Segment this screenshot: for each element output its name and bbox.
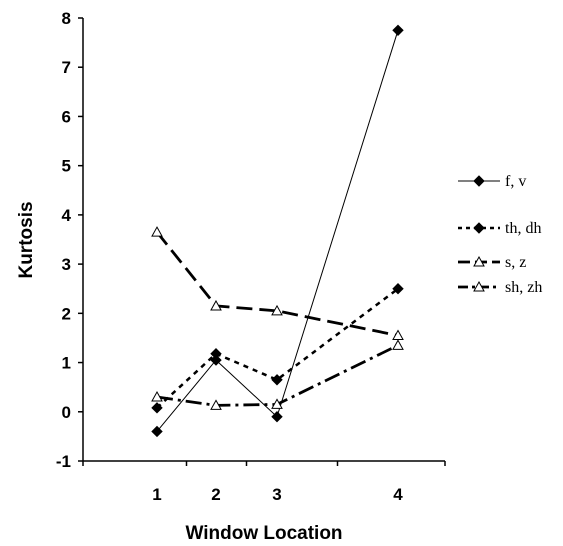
legend-label: s, z — [505, 254, 526, 271]
data-point-diamond — [271, 374, 283, 386]
legend-item: f, v — [458, 173, 526, 190]
x-axis-title: Window Location — [185, 523, 342, 544]
series-line — [156, 287, 399, 409]
x-tick-label: 2 — [211, 485, 220, 504]
data-point-diamond — [271, 410, 283, 423]
data-point-triangle — [271, 304, 283, 316]
x-tick-label: 1 — [152, 485, 161, 504]
series-3 — [151, 339, 404, 410]
y-tick-label: 3 — [62, 255, 71, 274]
data-point-triangle — [271, 398, 283, 409]
data-point-diamond — [473, 175, 485, 187]
data-point-triangle — [392, 329, 404, 340]
y-tick-label: -1 — [56, 452, 71, 471]
y-tick-label: 1 — [62, 354, 71, 373]
y-axis-title: Kurtosis — [16, 201, 37, 278]
data-point-diamond — [473, 222, 485, 234]
data-point-diamond — [392, 24, 404, 37]
series-1 — [151, 283, 404, 414]
y-tick-label: 8 — [62, 9, 71, 28]
x-tick-label: 4 — [393, 485, 403, 504]
legend-label: f, v — [505, 173, 526, 190]
data-point-triangle — [151, 226, 163, 237]
y-tick-label: 4 — [62, 206, 72, 225]
data-point-triangle — [473, 280, 485, 292]
data-point-diamond — [210, 347, 222, 360]
legend-label: th, dh — [505, 220, 541, 237]
legend-item: s, z — [458, 254, 526, 271]
series-0 — [151, 24, 404, 438]
data-point-triangle — [473, 255, 485, 267]
x-tick-label: 3 — [272, 485, 281, 504]
y-tick-label: 5 — [62, 157, 71, 176]
data-point-triangle — [210, 399, 222, 410]
x-axis: 1 2 3 4 — [82, 460, 446, 504]
y-tick-label: 6 — [62, 107, 71, 126]
legend-item: sh, zh — [458, 279, 542, 296]
series-line — [156, 30, 399, 432]
data-point-triangle — [210, 299, 222, 311]
y-tick-label: 2 — [62, 304, 71, 323]
data-point-diamond — [392, 283, 404, 295]
data-point-diamond — [151, 425, 163, 438]
legend-label: sh, zh — [505, 279, 542, 296]
data-point-triangle — [151, 390, 163, 402]
legend-item: th, dh — [458, 220, 541, 237]
y-axis: -1 0 1 2 3 4 5 6 7 8 — [56, 9, 84, 471]
series-layer — [151, 24, 404, 438]
series-line — [155, 231, 399, 337]
legend: f, v th, dh s, z sh, zh — [458, 173, 542, 296]
y-tick-label: 7 — [62, 58, 71, 77]
series-2 — [151, 226, 404, 340]
series-line — [156, 344, 399, 407]
data-point-diamond — [151, 402, 163, 414]
y-tick-label: 0 — [62, 403, 71, 422]
data-point-triangle — [392, 339, 404, 350]
